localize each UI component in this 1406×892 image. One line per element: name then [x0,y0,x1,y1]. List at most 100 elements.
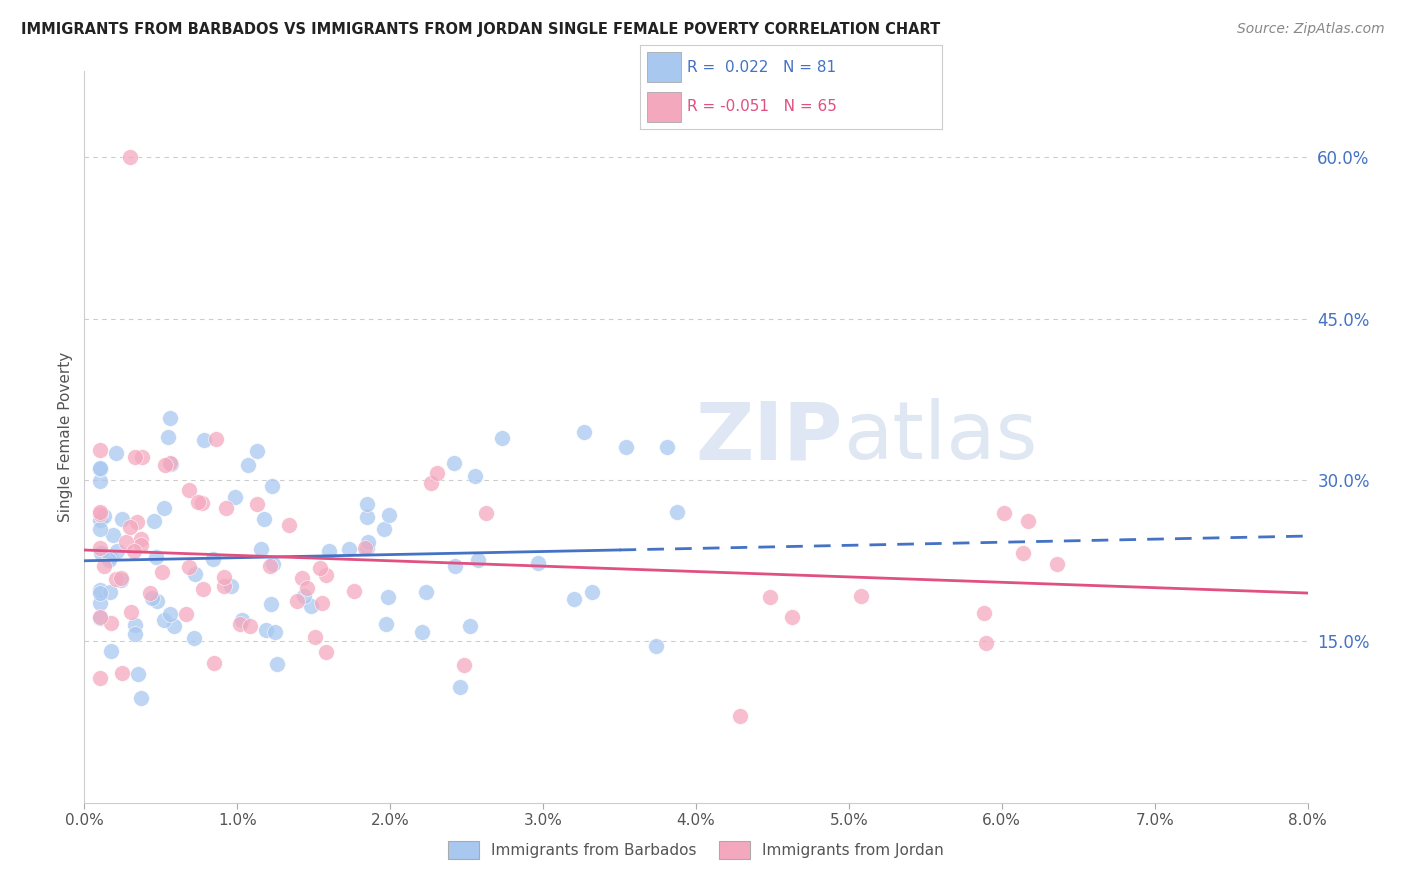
Point [89,583,111,598]
Point [993,507,1015,521]
Point [124,450,146,464]
Point [1046,558,1069,572]
Point [420,475,443,490]
Point [356,541,378,556]
Point [98,549,121,564]
Point [98,584,121,599]
Point [285,594,308,608]
Point [291,572,314,586]
Point [464,468,486,483]
Point [266,657,288,672]
Point [183,631,205,645]
Point [127,667,149,681]
Point [141,591,163,605]
Point [343,584,366,599]
Point [581,585,603,599]
Point [666,505,689,519]
Point [120,519,142,533]
Text: atlas: atlas [842,398,1038,476]
Point [260,597,283,611]
Point [110,571,132,585]
Point [449,680,471,694]
Point [177,560,200,574]
Point [304,630,326,644]
Point [645,639,668,653]
Point [264,624,287,639]
Point [224,490,246,504]
Point [90,545,112,559]
Point [193,433,215,447]
Point [131,450,153,464]
Point [527,556,550,570]
Point [411,625,433,640]
Point [177,483,200,497]
Point [253,512,276,526]
Point [356,497,378,511]
Point [191,582,214,596]
Point [758,590,780,604]
Point [730,709,752,723]
Point [124,618,146,632]
Point [159,411,181,425]
Point [212,579,235,593]
Point [101,528,124,542]
Point [378,508,401,523]
Point [184,567,207,582]
Point [356,509,378,524]
Point [246,497,269,511]
Point [89,461,111,475]
Point [246,444,269,458]
Point [150,565,173,579]
Point [1017,514,1039,528]
Point [292,589,315,603]
Point [153,458,176,472]
Point [89,462,111,476]
Y-axis label: Single Female Poverty: Single Female Poverty [58,352,73,522]
Point [357,534,380,549]
Point [260,479,283,493]
Point [415,585,437,599]
Point [974,636,997,650]
Point [278,518,301,533]
Point [105,572,128,586]
Point [159,607,181,621]
Point [89,586,111,600]
Point [311,596,333,610]
Point [89,513,111,527]
FancyBboxPatch shape [647,92,681,121]
Point [191,496,214,510]
Text: Source: ZipAtlas.com: Source: ZipAtlas.com [1237,22,1385,37]
Point [231,613,253,627]
Point [1012,546,1035,560]
Point [229,616,252,631]
Point [318,544,340,558]
Point [377,591,399,605]
Point [89,596,111,610]
Point [259,559,281,574]
Point [120,606,142,620]
Text: ZIP: ZIP [696,398,842,476]
Point [89,522,111,536]
Point [89,610,111,624]
Point [110,666,132,681]
Point [426,466,449,480]
Point [89,541,111,555]
Point [100,644,122,658]
Point [142,514,165,528]
Point [145,549,167,564]
Point [849,589,872,603]
Point [254,623,277,637]
Point [467,553,489,567]
Point [93,558,115,573]
Point [129,533,152,547]
Point [122,544,145,558]
Point [204,656,226,670]
Point [89,671,111,685]
Point [174,607,197,621]
Point [153,613,176,627]
Point [374,616,396,631]
FancyBboxPatch shape [647,53,681,82]
Point [443,456,465,470]
Point [105,544,128,558]
Text: R =  0.022   N = 81: R = 0.022 N = 81 [686,60,835,75]
